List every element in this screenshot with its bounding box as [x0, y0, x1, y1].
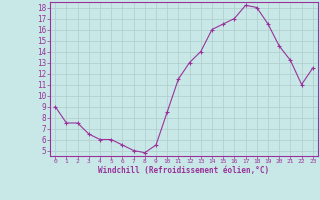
X-axis label: Windchill (Refroidissement éolien,°C): Windchill (Refroidissement éolien,°C)	[99, 166, 269, 175]
